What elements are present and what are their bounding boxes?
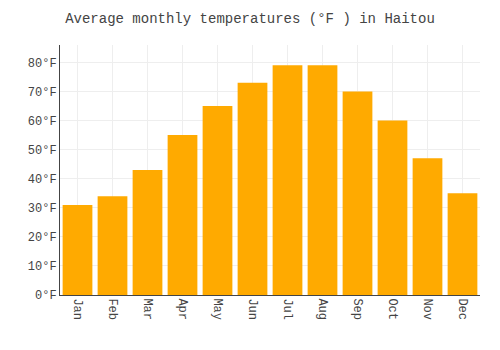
- svg-text:Dec: Dec: [455, 298, 469, 320]
- svg-text:Apr: Apr: [175, 298, 189, 320]
- svg-text:10°F: 10°F: [28, 260, 57, 274]
- svg-text:80°F: 80°F: [28, 57, 57, 71]
- svg-text:20°F: 20°F: [28, 231, 57, 245]
- svg-text:Feb: Feb: [105, 298, 119, 320]
- svg-text:40°F: 40°F: [28, 173, 57, 187]
- svg-text:50°F: 50°F: [28, 144, 57, 158]
- svg-text:70°F: 70°F: [28, 86, 57, 100]
- svg-text:Nov: Nov: [420, 298, 434, 320]
- svg-text:Average monthly temperatures (: Average monthly temperatures (°F ) in Ha…: [65, 11, 435, 27]
- svg-text:Jan: Jan: [70, 298, 84, 320]
- svg-text:May: May: [210, 298, 224, 320]
- svg-text:Oct: Oct: [385, 298, 399, 320]
- svg-text:Jun: Jun: [245, 298, 259, 320]
- svg-text:Sep: Sep: [350, 298, 364, 320]
- svg-text:60°F: 60°F: [28, 115, 57, 129]
- svg-text:0°F: 0°F: [35, 289, 57, 303]
- svg-text:Mar: Mar: [140, 298, 154, 320]
- svg-text:Aug: Aug: [315, 298, 329, 320]
- svg-text:Jul: Jul: [280, 298, 294, 320]
- svg-text:30°F: 30°F: [28, 202, 57, 216]
